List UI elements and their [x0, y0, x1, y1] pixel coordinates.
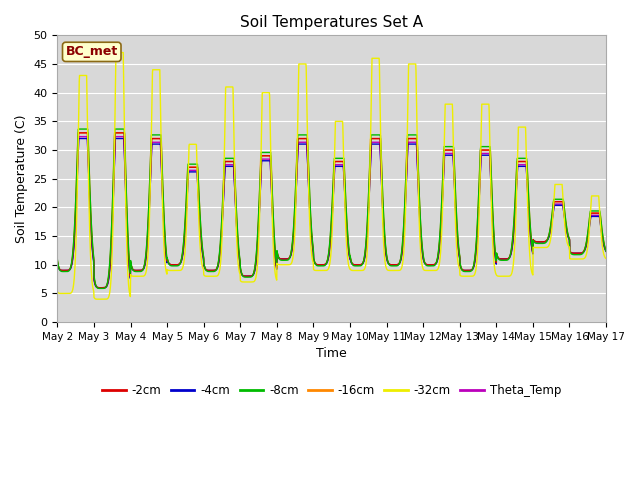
Y-axis label: Soil Temperature (C): Soil Temperature (C): [15, 114, 28, 243]
Text: BC_met: BC_met: [66, 46, 118, 59]
Legend: -2cm, -4cm, -8cm, -16cm, -32cm, Theta_Temp: -2cm, -4cm, -8cm, -16cm, -32cm, Theta_Te…: [97, 380, 566, 402]
Title: Soil Temperatures Set A: Soil Temperatures Set A: [240, 15, 423, 30]
X-axis label: Time: Time: [316, 348, 347, 360]
